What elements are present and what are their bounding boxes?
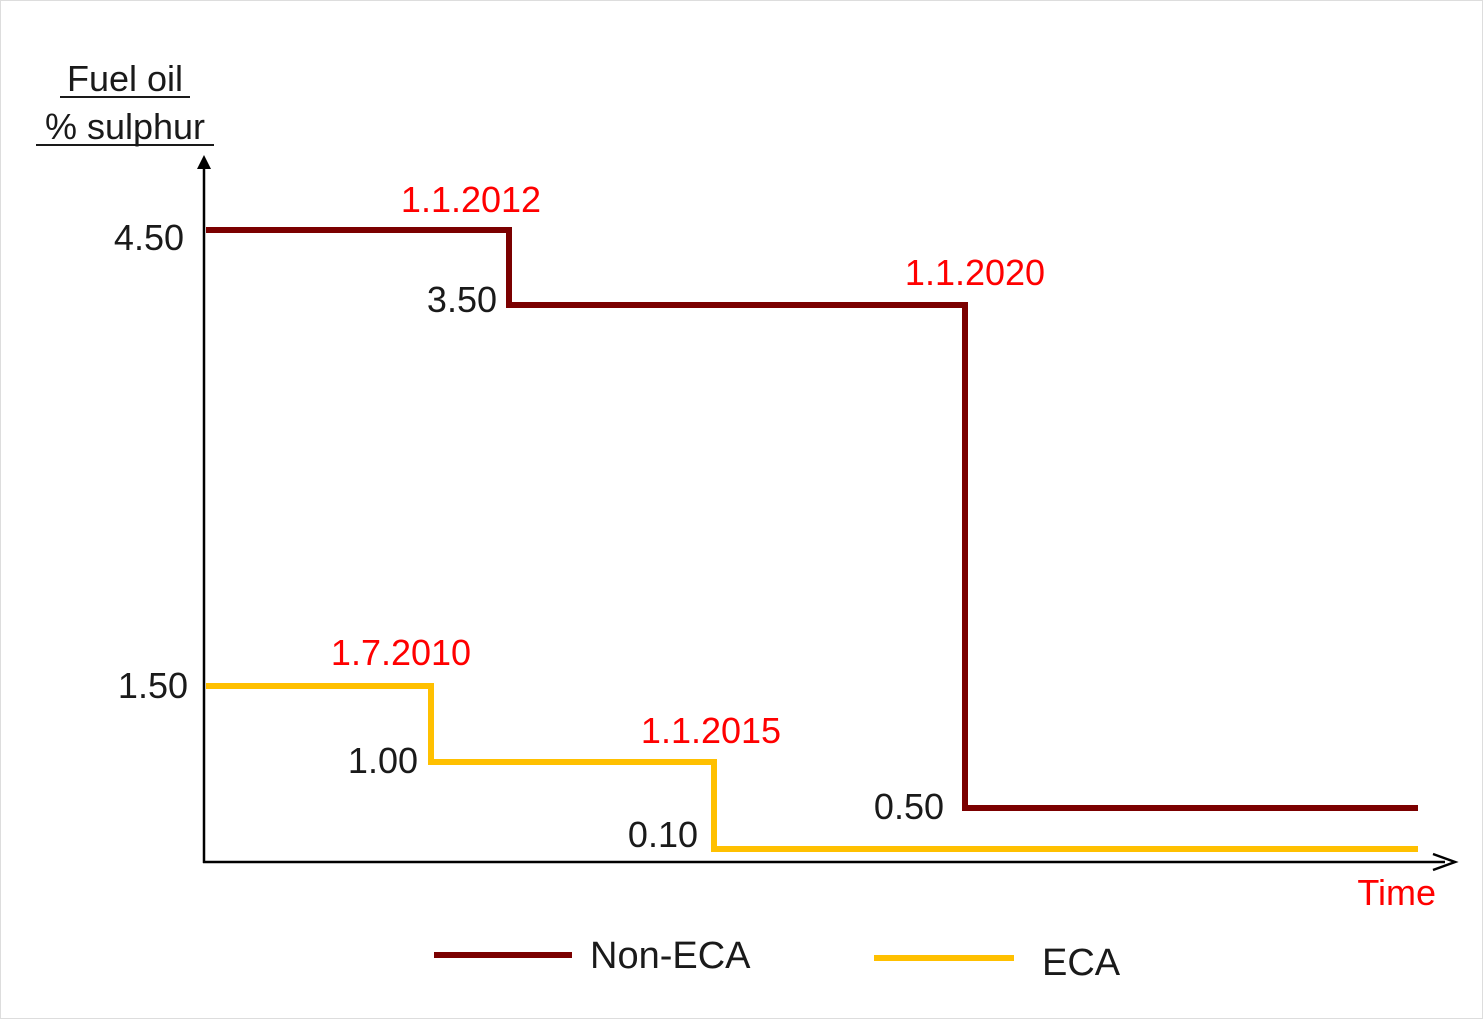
y-axis-title-line-1: Fuel oil [67, 58, 183, 99]
series-line-non-eca [206, 227, 1418, 811]
value-label-non-eca-step-1: 3.50 [427, 279, 497, 320]
x-axis-arrowhead [1432, 852, 1459, 872]
date-label-non-eca-step-1: 1.1.2012 [401, 179, 541, 220]
x-axis-title: Time [1357, 872, 1436, 913]
y-axis-arrowhead [197, 155, 211, 169]
value-label-eca-step-2: 0.10 [628, 814, 698, 855]
y-axis-title-line-2: % sulphur [45, 106, 205, 147]
legend-label-eca: ECA [1042, 942, 1121, 984]
value-label-non-eca-step-2: 0.50 [874, 786, 944, 827]
date-label-eca-step-1: 1.7.2010 [331, 632, 471, 673]
value-label-non-eca-start: 4.50 [114, 217, 184, 258]
legend-label-non-eca: Non-ECA [590, 935, 751, 977]
value-label-eca-step-1: 1.00 [348, 740, 418, 781]
series-line-eca [206, 683, 1418, 852]
date-label-non-eca-step-2: 1.1.2020 [905, 252, 1045, 293]
value-label-eca-start: 1.50 [118, 665, 188, 706]
date-label-eca-step-2: 1.1.2015 [641, 710, 781, 751]
